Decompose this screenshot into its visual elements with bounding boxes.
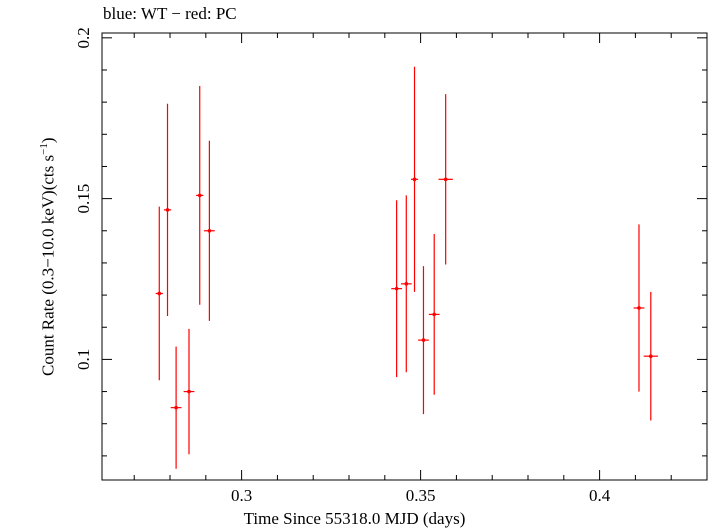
y-axis-label-end: ) (38, 137, 58, 143)
axes (101, 32, 708, 481)
data-point (428, 233, 440, 395)
data-point (438, 94, 453, 265)
x-tick-label: 0.4 (589, 486, 611, 505)
data-marker (404, 282, 409, 286)
y-axis-label-main: Count Rate (0.3−10.0 keV)(cts s (38, 154, 58, 376)
data-point (643, 291, 658, 421)
data-point (204, 140, 215, 321)
axis-tick-labels: 0.3 0.35 0.4 0.1 0.15 0.2 (74, 27, 611, 505)
data-point (633, 224, 645, 392)
data-marker (197, 193, 202, 198)
data-marker (648, 354, 653, 358)
data-marker (165, 208, 170, 212)
x-axis-label-wrap: Time Since 55318.0 MJD (days) (0, 509, 709, 529)
y-axis-label: Count Rate (0.3−10.0 keV)(cts s−1) (38, 137, 59, 376)
data-marker (637, 306, 641, 310)
data-marker (187, 389, 191, 394)
data-points (155, 66, 658, 469)
data-point (170, 346, 182, 469)
data-marker (207, 228, 212, 233)
y-tick-label: 0.15 (74, 184, 93, 214)
axis-ticks (102, 33, 708, 480)
chart-caption: blue: WT − red: PC (103, 4, 237, 23)
x-tick-label: 0.35 (406, 486, 436, 505)
x-tick-label: 0.3 (231, 486, 252, 505)
data-point (155, 206, 163, 381)
data-point (163, 103, 172, 316)
plot-frame (101, 32, 708, 481)
data-point (196, 86, 204, 305)
data-marker (421, 338, 426, 342)
data-marker (443, 177, 448, 182)
data-marker (157, 291, 162, 296)
data-point (391, 200, 402, 378)
data-point (183, 328, 195, 455)
y-tick-label: 0.1 (74, 349, 93, 370)
data-point (410, 66, 419, 292)
data-marker (412, 177, 417, 182)
data-point (400, 195, 412, 373)
x-axis-label: Time Since 55318.0 MJD (days) (243, 509, 466, 528)
y-tick-label: 0.2 (74, 27, 93, 48)
data-marker (394, 286, 399, 291)
data-marker (174, 405, 178, 410)
data-point (418, 266, 429, 415)
y-axis-label-superscript: −1 (38, 142, 50, 155)
data-marker (432, 312, 437, 317)
